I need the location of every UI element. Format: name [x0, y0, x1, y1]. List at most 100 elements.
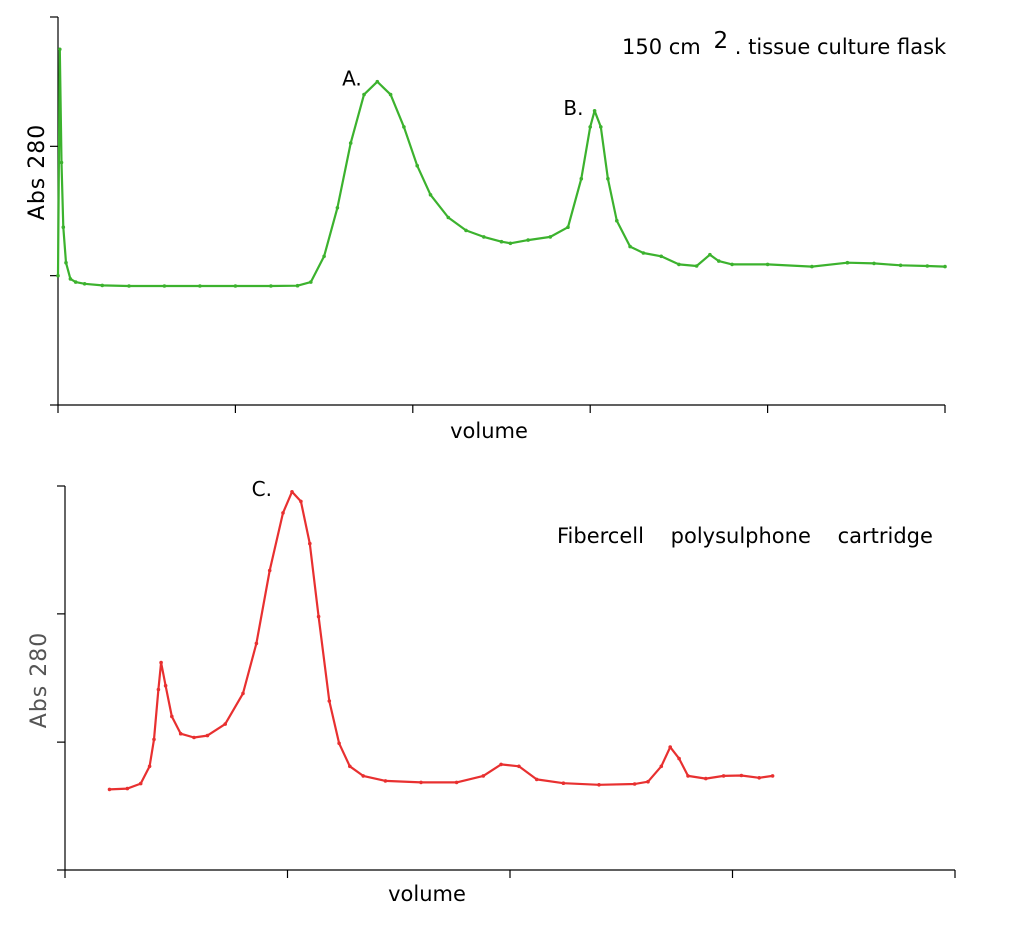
chart-top-data-point [659, 254, 663, 259]
chart-bottom-data-point [159, 660, 163, 665]
chart-top-data-point [482, 235, 486, 239]
chart-top-data-point [810, 264, 814, 269]
chart-top-data-point [730, 262, 734, 267]
chart-top-data-point [100, 283, 105, 288]
chart-bottom-data-point [757, 776, 761, 780]
chart-top-data-point [198, 284, 202, 288]
chart-bottom-data-point [721, 774, 726, 778]
chart-bottom-data-point [223, 722, 227, 726]
chart-bottom-data-point [739, 773, 744, 778]
chart-top-data-point [68, 277, 73, 281]
chart-bottom-data-point [254, 641, 259, 646]
chart-bottom-ylabel: Abs 280 [27, 632, 52, 728]
chart-bottom-data-point [178, 731, 183, 736]
chart-bottom-data-point [704, 776, 708, 781]
chart-bottom-data-point [337, 741, 341, 746]
chart-bottom-data-point [517, 764, 521, 769]
chart-bottom-data-point [659, 764, 664, 769]
chart-bottom-data-point [267, 568, 272, 573]
chart-top-data-point [309, 280, 313, 284]
chart-top-data-point [375, 79, 380, 84]
chart-bottom-data-point [348, 764, 352, 769]
chart-bottom-data-point [290, 490, 294, 494]
chart-top-data-point [127, 284, 131, 288]
chart-top-data-point [628, 244, 632, 249]
chart-bottom-data-point [163, 683, 168, 688]
chart-bottom-data-point [499, 762, 503, 767]
chart-top-data-point [579, 176, 584, 181]
chart-top-peak-label: A. [342, 67, 362, 91]
chart-bottom-data-point [308, 541, 312, 546]
chart-top-data-point [566, 225, 570, 229]
chart-bottom-data-point [316, 614, 321, 619]
chart-top-data-point [415, 163, 420, 168]
chart-top-data-point [362, 92, 366, 97]
chart-top-data-point [428, 193, 433, 197]
chart-bottom-data-point [170, 714, 174, 719]
chart-top-data-point [765, 262, 770, 267]
chart-bottom-data-point [597, 783, 601, 787]
chart-top-data-point [508, 241, 513, 246]
chart-top-data-point [694, 264, 699, 268]
chart-bottom-data-point [299, 499, 303, 504]
chart-top-data-point [162, 284, 167, 288]
chart-bottom-data-point [668, 745, 672, 749]
chart-top-series-line [56, 48, 947, 288]
chart-top-ylabel: Abs 280 [25, 124, 50, 220]
chart-bottom-data-point [677, 756, 681, 761]
chart-top-data-point [446, 215, 451, 220]
chart-bottom-data-point [770, 774, 775, 778]
chart-top-xlabel: volume [450, 419, 528, 443]
chart-top-data-point [322, 254, 326, 259]
chart-bottom-series [107, 490, 775, 792]
chart-top-annotation: 150 cm 2 . tissue culture flask [622, 28, 947, 59]
chart-bottom-peak-labels: C. [252, 477, 272, 501]
chart-top-data-point [845, 260, 850, 265]
chart-bottom-data-point [327, 699, 332, 703]
chart-bottom-data-point [147, 764, 152, 769]
chart-top-data-point [402, 125, 406, 129]
chart-bottom-data-point [241, 691, 245, 696]
chart-top-data-point [58, 47, 62, 52]
chart-bottom-peak-label: C. [252, 477, 272, 501]
chart-top-data-point [526, 238, 530, 242]
chart-top-data-point [464, 228, 468, 233]
chart-top-data-point [943, 264, 947, 269]
chart-top-data-point [677, 262, 681, 267]
chart-top-data-point [73, 280, 78, 284]
chart-top-data-point [348, 141, 353, 145]
chart-bottom-data-point [454, 780, 459, 785]
chart-top-data-point [592, 109, 597, 113]
chart-top-data-point [925, 264, 930, 268]
chart-bottom-xlabel: volume [388, 882, 466, 906]
annotation-suffix: . tissue culture flask [735, 35, 947, 59]
chart-bottom-data-point [561, 781, 566, 785]
chart-bottom-data-point [686, 774, 690, 778]
chart-top-data-point [56, 273, 60, 278]
chart-bottom-data-point [534, 777, 539, 782]
chart-top-data-point [64, 260, 68, 265]
chart-bottom-data-point [192, 735, 196, 740]
chart-bottom-data-point [125, 786, 130, 791]
annotation-superscript: 2 [713, 28, 728, 54]
chart-bottom-data-point [156, 687, 161, 692]
chart-bottom-data-point [281, 511, 285, 515]
chart-bottom-data-point [205, 733, 210, 738]
chart-top-data-point [61, 225, 66, 229]
chart-bottom-data-point [646, 779, 650, 784]
chart-top-data-point [233, 284, 238, 288]
chart-top-data-point [641, 251, 646, 255]
chart-top-data-point [548, 235, 553, 239]
chart-top-data-point [59, 160, 64, 165]
chart-bottom-data-point [107, 787, 112, 792]
chart-top-data-point [295, 283, 300, 288]
chart-top-data-point [898, 263, 903, 268]
chart-top-peak-labels: A. B. [342, 67, 583, 120]
chart-bottom-data-point [361, 774, 366, 778]
chart-bottom-data-point [152, 737, 156, 742]
chart-top-data-point [615, 218, 619, 223]
chart-bottom-data-point [138, 781, 143, 786]
chart-bottom-data-point [383, 779, 388, 783]
chart-bottom-data-point [481, 774, 486, 778]
